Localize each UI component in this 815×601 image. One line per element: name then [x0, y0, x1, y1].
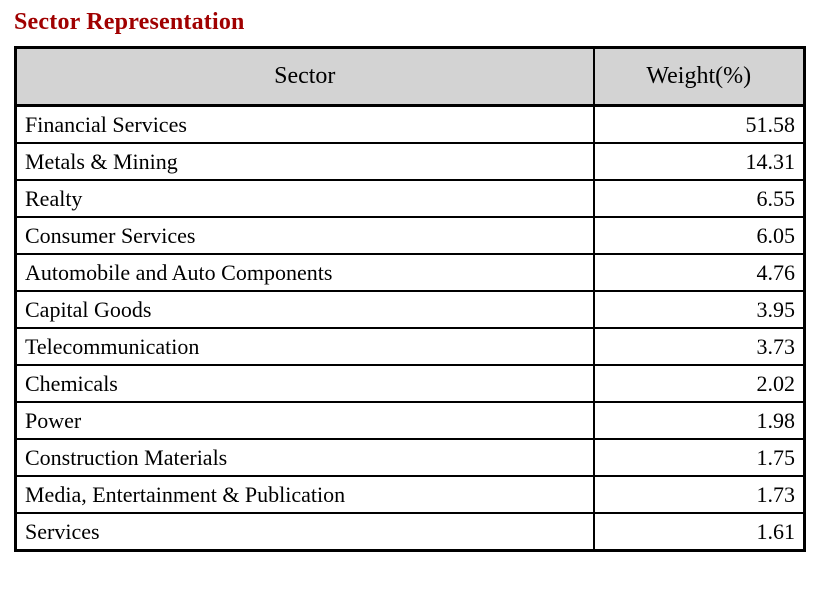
sector-cell: Power — [14, 401, 595, 440]
sector-cell: Consumer Services — [14, 216, 595, 255]
sector-cell: Automobile and Auto Components — [14, 253, 595, 292]
table-row: Metals & Mining 14.31 — [14, 142, 806, 181]
sector-cell: Realty — [14, 179, 595, 218]
sector-cell: Telecommunication — [14, 327, 595, 366]
weight-cell: 4.76 — [592, 253, 806, 292]
table-row: Chemicals 2.02 — [14, 364, 806, 403]
sector-cell: Services — [14, 512, 595, 552]
column-header-weight: Weight(%) — [592, 46, 806, 107]
document-page: Sector Representation Sector Weight(%) F… — [14, 9, 806, 552]
table-row: Services 1.61 — [14, 512, 806, 552]
page-title: Sector Representation — [14, 9, 245, 35]
weight-cell: 1.61 — [592, 512, 806, 552]
table-row: Automobile and Auto Components 4.76 — [14, 253, 806, 292]
weight-cell: 1.98 — [592, 401, 806, 440]
sector-cell: Financial Services — [14, 104, 595, 144]
sector-representation-table: Sector Weight(%) Financial Services 51.5… — [14, 46, 806, 552]
sector-cell: Construction Materials — [14, 438, 595, 477]
table-row: Consumer Services 6.05 — [14, 216, 806, 255]
table-row: Financial Services 51.58 — [14, 104, 806, 144]
table-row: Media, Entertainment & Publication 1.73 — [14, 475, 806, 514]
sector-cell: Chemicals — [14, 364, 595, 403]
table-row: Capital Goods 3.95 — [14, 290, 806, 329]
sector-cell: Media, Entertainment & Publication — [14, 475, 595, 514]
weight-cell: 1.75 — [592, 438, 806, 477]
sector-cell: Metals & Mining — [14, 142, 595, 181]
table-row: Construction Materials 1.75 — [14, 438, 806, 477]
table-row: Power 1.98 — [14, 401, 806, 440]
sector-cell: Capital Goods — [14, 290, 595, 329]
weight-cell: 6.55 — [592, 179, 806, 218]
table-row: Telecommunication 3.73 — [14, 327, 806, 366]
table-row: Realty 6.55 — [14, 179, 806, 218]
weight-cell: 2.02 — [592, 364, 806, 403]
weight-cell: 51.58 — [592, 104, 806, 144]
weight-cell: 14.31 — [592, 142, 806, 181]
weight-cell: 3.73 — [592, 327, 806, 366]
column-header-sector: Sector — [14, 46, 595, 107]
weight-cell: 1.73 — [592, 475, 806, 514]
weight-cell: 6.05 — [592, 216, 806, 255]
weight-cell: 3.95 — [592, 290, 806, 329]
table-header-row: Sector Weight(%) — [14, 46, 806, 107]
